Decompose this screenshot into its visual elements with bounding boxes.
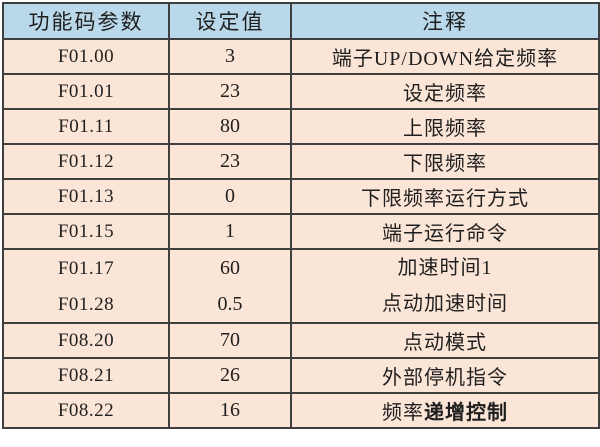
code-cell: F01.01 (2, 73, 170, 110)
header-cell-note: 注释 (290, 2, 600, 40)
value-cell: 26 (168, 357, 292, 394)
param-code: F08.22 (57, 400, 115, 421)
note-label-bold: 递增控制 (424, 402, 508, 424)
code-cell: F01.17 F01.28 (2, 248, 170, 324)
note-cell: 端子UP/DOWN给定频率 (290, 38, 600, 75)
param-code: F01.12 (57, 151, 115, 172)
set-value: 26 (220, 364, 240, 386)
set-value: 23 (220, 150, 240, 172)
set-value: 0 (225, 185, 235, 207)
note-label: 下限频率 (403, 153, 487, 175)
set-value: 3 (225, 45, 235, 67)
table-row: F01.00 3 端子UP/DOWN给定频率 (2, 38, 600, 75)
param-code: F01.28 (57, 293, 115, 315)
value-cell: 16 (168, 392, 292, 429)
table-row: F01.13 0 下限频率运行方式 (2, 178, 600, 215)
param-code: F08.21 (57, 365, 115, 386)
param-code: F01.15 (57, 221, 115, 242)
table-row-merged: F01.17 F01.28 60 0.5 加速时间1 点动加速时间 (2, 248, 600, 324)
param-code: F01.17 (57, 257, 115, 279)
note-cell: 下限频率运行方式 (290, 178, 600, 215)
header-cell-code: 功能码参数 (2, 2, 170, 40)
value-cell: 60 0.5 (168, 248, 292, 324)
value-cell: 1 (168, 213, 292, 250)
table-row: F01.01 23 设定频率 (2, 73, 600, 110)
note-cell: 上限频率 (290, 108, 600, 145)
code-cell: F08.22 (2, 392, 170, 429)
note-label: 下限频率运行方式 (361, 188, 529, 210)
note-cell: 设定频率 (290, 73, 600, 110)
set-value: 80 (220, 115, 240, 137)
param-code: F01.00 (57, 46, 115, 67)
note-cell: 加速时间1 点动加速时间 (290, 248, 600, 324)
note-cell: 点动模式 (290, 322, 600, 359)
set-value: 1 (225, 220, 235, 242)
params-table: 功能码参数 设定值 注释 F01.00 3 端子UP/DOWN给定频率 F01.… (2, 2, 600, 429)
table-row: F08.20 70 点动模式 (2, 322, 600, 359)
param-code: F08.20 (57, 330, 115, 351)
table-row: F01.11 80 上限频率 (2, 108, 600, 145)
table-row: F08.22 16 频率递增控制 (2, 392, 600, 429)
value-cell: 23 (168, 73, 292, 110)
value-cell: 80 (168, 108, 292, 145)
note-label: 上限频率 (403, 118, 487, 140)
note-cell: 频率递增控制 (290, 392, 600, 429)
table-header-row: 功能码参数 设定值 注释 (2, 2, 600, 40)
code-cell: F01.00 (2, 38, 170, 75)
note-cell: 外部停机指令 (290, 357, 600, 394)
note-label: 设定频率 (403, 83, 487, 105)
param-code: F01.11 (58, 116, 114, 137)
set-value: 70 (220, 329, 240, 351)
value-cell: 70 (168, 322, 292, 359)
set-value: 23 (220, 80, 240, 102)
code-cell: F01.12 (2, 143, 170, 180)
note-label: 点动模式 (403, 332, 487, 354)
note-label: 加速时间1 (397, 257, 493, 279)
table-row: F01.15 1 端子运行命令 (2, 213, 600, 250)
note-label: 外部停机指令 (382, 367, 508, 389)
note-label: 端子UP/DOWN给定频率 (331, 48, 559, 70)
note-label: 端子运行命令 (382, 223, 508, 245)
value-cell: 3 (168, 38, 292, 75)
note-cell: 下限频率 (290, 143, 600, 180)
code-cell: F01.11 (2, 108, 170, 145)
code-cell: F01.15 (2, 213, 170, 250)
code-cell: F01.13 (2, 178, 170, 215)
set-value: 0.5 (217, 293, 243, 315)
code-cell: F08.21 (2, 357, 170, 394)
note-label: 点动加速时间 (382, 293, 508, 315)
param-code: F01.13 (57, 186, 115, 207)
set-value: 60 (220, 257, 240, 279)
value-cell: 23 (168, 143, 292, 180)
note-cell: 端子运行命令 (290, 213, 600, 250)
value-cell: 0 (168, 178, 292, 215)
param-code: F01.01 (57, 81, 115, 102)
table-row: F01.12 23 下限频率 (2, 143, 600, 180)
code-cell: F08.20 (2, 322, 170, 359)
table-row: F08.21 26 外部停机指令 (2, 357, 600, 394)
set-value: 16 (220, 399, 240, 421)
note-label: 频率 (382, 402, 424, 424)
header-cell-value: 设定值 (168, 2, 292, 40)
